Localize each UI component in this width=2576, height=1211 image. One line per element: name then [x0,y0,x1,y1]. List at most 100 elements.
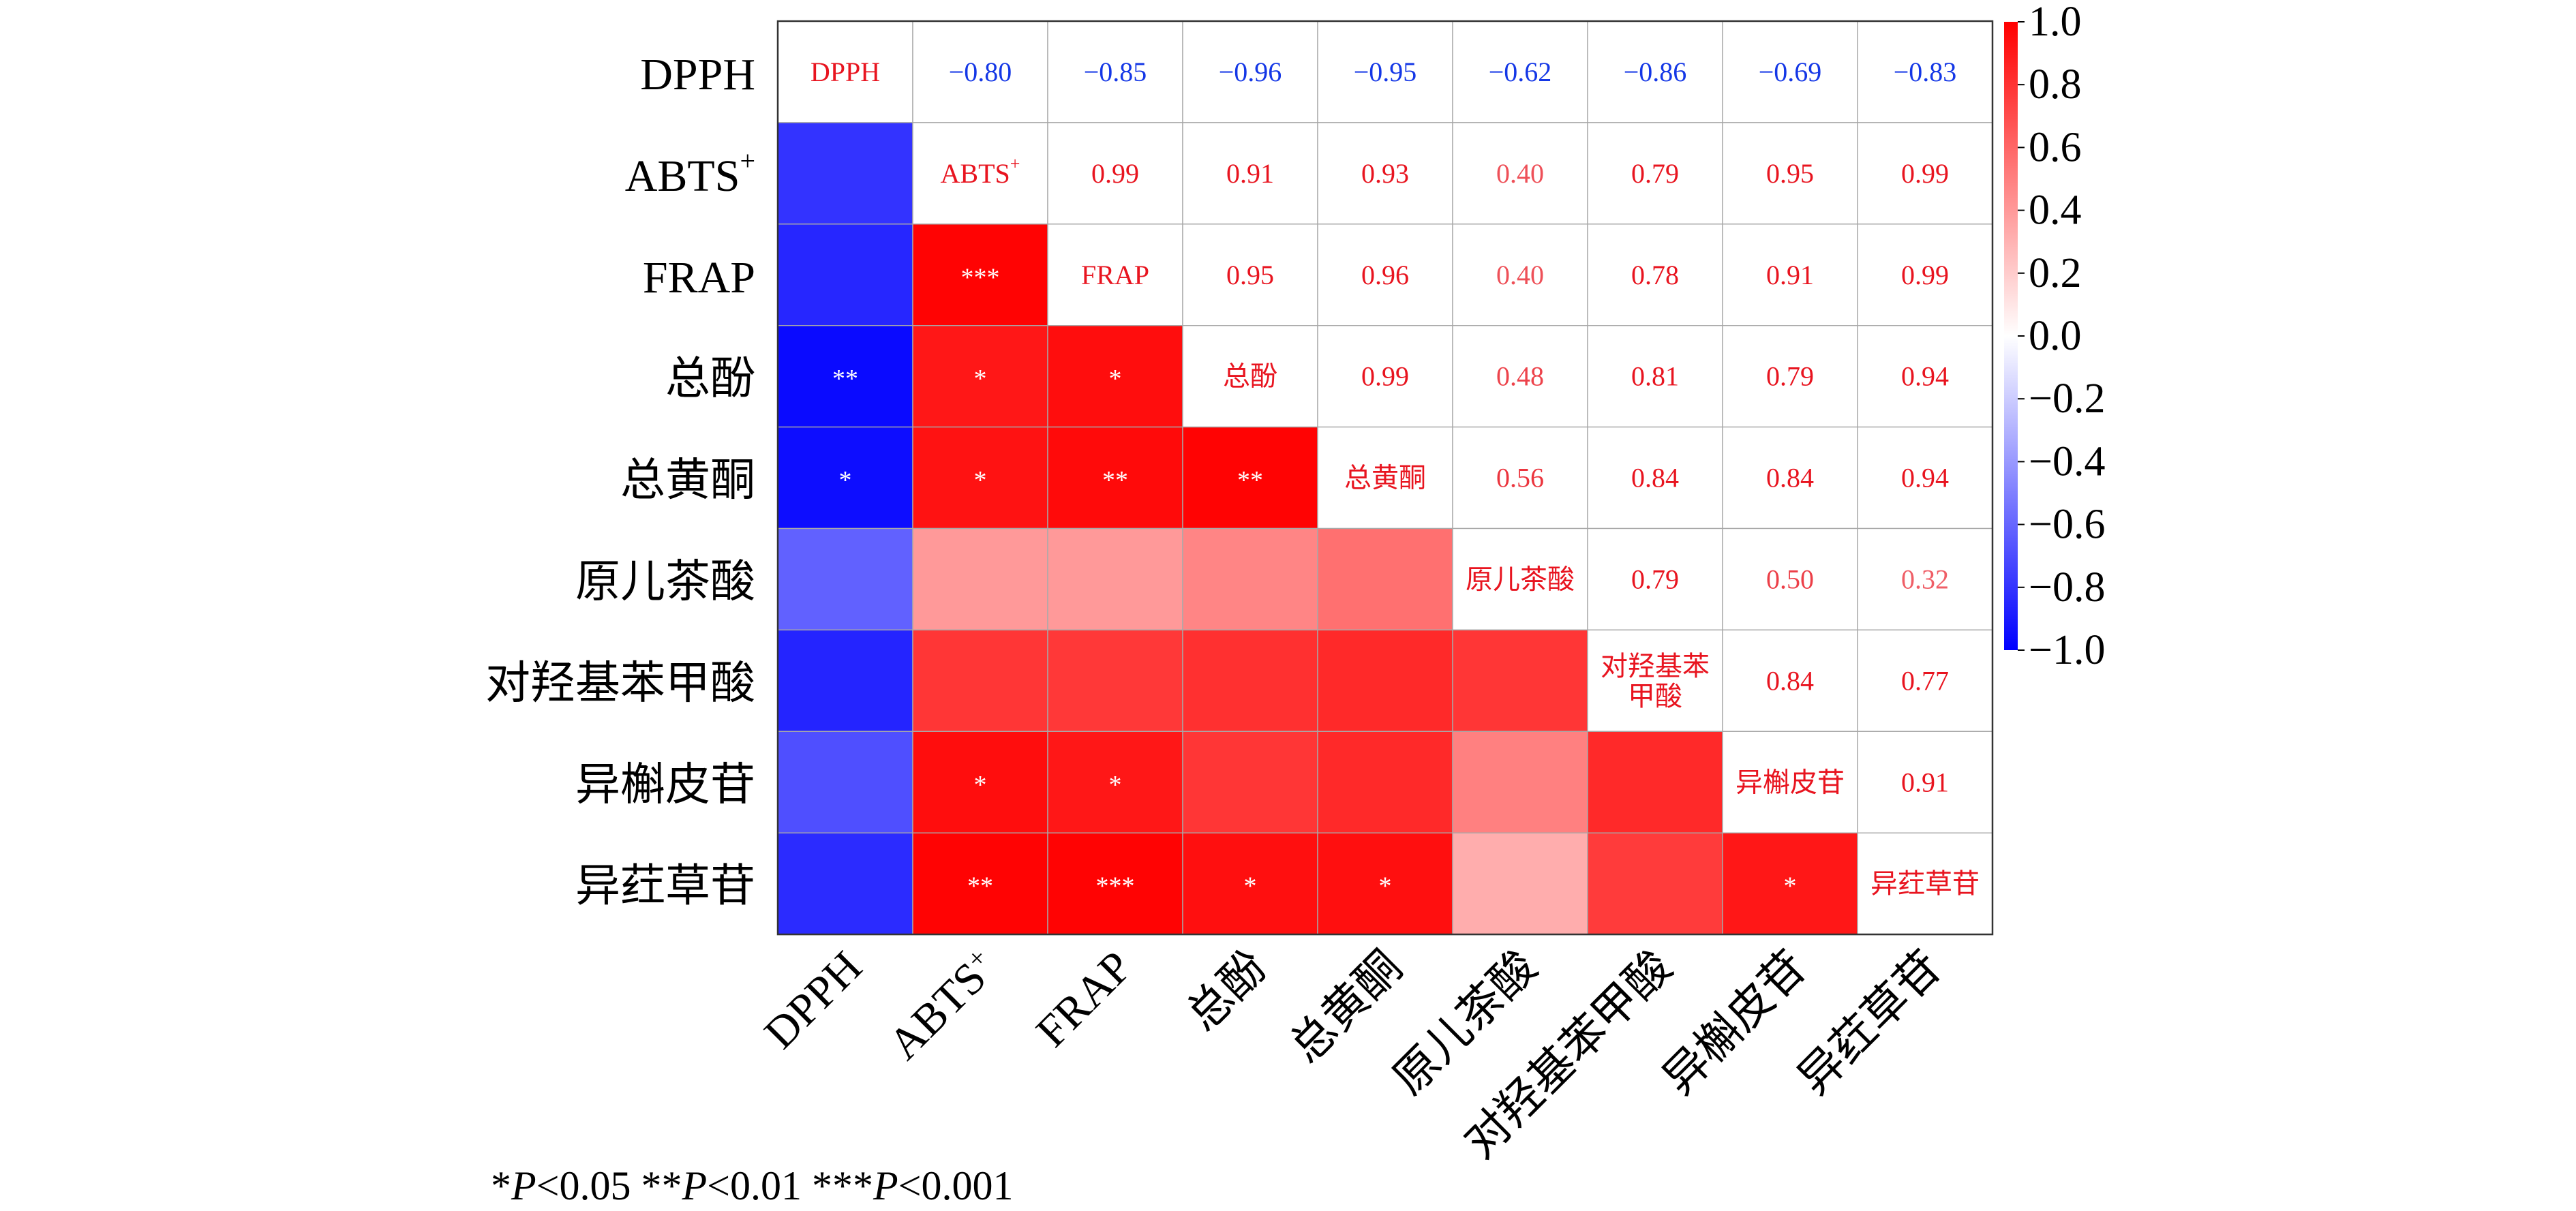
correlation-value-var3-var9: 0.99 [1901,260,1949,290]
correlation-value-var4-var9: 0.94 [1901,361,1949,392]
footnote-threshold-2: <0.01 [707,1163,802,1208]
correlation-value-var7-var9: 0.77 [1901,665,1949,696]
diagonal-label-var4: 总酚 [1223,361,1277,392]
correlation-value-var5-var7: 0.84 [1631,463,1679,493]
heatmap-cell-var6-var8 [1722,527,1858,631]
correlation-value-var6-var8: 0.50 [1766,564,1814,594]
correlation-value-var3-var8: 0.91 [1766,260,1814,290]
heatmap-cell-var1-var6 [1452,20,1588,123]
heatmap-cell-var2-var9 [1857,122,1993,225]
correlation-value-var1-var4: −0.96 [1219,57,1282,87]
diagonal-label-var6: 原儿茶酸 [1466,564,1575,594]
heatmap-cell-var6-var5 [1317,527,1453,631]
correlation-value-var1-var6: −0.62 [1489,57,1552,87]
col-label-var1: DPPH [755,942,872,1058]
correlation-value-var1-var7: −0.86 [1624,57,1687,87]
heatmap-cell-var1-var8 [1722,20,1858,123]
heatmap-cell-var2-var1 [777,122,913,225]
colorbar-tick-label: 0.8 [2029,61,2082,108]
significance-mark-var4-var1: ** [832,365,858,393]
heatmap-cell-var3-var5 [1317,224,1453,326]
correlation-value-var8-var9: 0.91 [1901,767,1949,797]
row-label-var4: 总酚 [665,354,755,404]
heatmap-cell-var9-var1 [777,832,913,935]
heatmap-cell-var8-var2 [912,731,1048,833]
correlation-value-var1-var9: −0.83 [1894,57,1957,87]
significance-mark-var4-var3: * [1109,365,1122,393]
correlation-value-var5-var9: 0.94 [1901,463,1949,493]
heatmap-cell-var6-var1 [777,527,913,631]
heatmap-cell-var6-var7 [1587,527,1723,631]
colorbar-tick-label: 0.0 [2029,313,2082,359]
heatmap-cell-var5-var1 [777,426,913,530]
correlation-value-var5-var8: 0.84 [1766,463,1814,493]
heatmap-cell-var6-var9 [1857,527,1993,631]
heatmap-cell-var7-var1 [777,629,913,733]
correlation-value-var4-var8: 0.79 [1766,361,1814,392]
significance-mark-var5-var4: ** [1237,466,1263,495]
heatmap-cell-var9-var7 [1587,832,1723,935]
heatmap-cell-var7-var7 [1587,629,1723,733]
diagonal-label-var1: DPPH [810,57,880,87]
significance-mark-var9-var2: ** [967,872,993,901]
row-label-var9: 异荭草苷 [575,861,755,911]
row-label-var2: ABTS+ [625,145,755,201]
heatmap-cell-var8-var4 [1182,731,1318,833]
correlation-value-var3-var5: 0.96 [1361,260,1409,290]
correlation-value-var2-var9: 0.99 [1901,158,1949,189]
correlation-value-var4-var6: 0.48 [1496,361,1544,392]
correlation-value-var7-var8: 0.84 [1766,665,1814,696]
correlation-value-var4-var7: 0.81 [1631,361,1679,392]
heatmap-cell-var8-var8 [1722,731,1858,833]
heatmap-cell-var8-var6 [1452,731,1588,833]
colorbar-tick-label: 0.2 [2029,250,2082,296]
heatmap-cell-var1-var2 [912,20,1048,123]
significance-mark-var5-var2: * [974,466,987,495]
footnote-star-1: * [491,1163,511,1208]
heatmap-cell-var9-var6 [1452,832,1588,935]
heatmap-cell-var7-var9 [1857,629,1993,733]
colorbar-tick-label: 0.6 [2029,124,2082,170]
heatmap-frame [776,20,1994,936]
correlation-value-var4-var5: 0.99 [1361,361,1409,392]
colorbar-tick-label: 0.4 [2029,187,2082,234]
heatmap-cell-var2-var2 [912,122,1048,225]
heatmap-cell-var2-var4 [1182,122,1318,225]
row-label-var7: 对羟基苯甲酸 [485,658,755,708]
correlation-value-var1-var8: −0.69 [1759,57,1822,87]
correlation-value-var1-var5: −0.95 [1354,57,1417,87]
heatmap-cell-var4-var4 [1182,325,1318,428]
diagonal-label-var2: ABTS+ [941,153,1020,189]
heatmap-cell-var9-var2 [912,832,1048,935]
colorbar [2004,22,2018,650]
significance-mark-var9-var5: * [1379,872,1392,901]
heatmap-cell-var6-var2 [912,527,1048,631]
heatmap-cell-var3-var1 [777,224,913,326]
heatmap-cell-var3-var4 [1182,224,1318,326]
heatmap-cell-var9-var4 [1182,832,1318,935]
heatmap-cell-var5-var2 [912,426,1048,530]
footnote-p-1: P [511,1163,536,1208]
heatmap-cell-var9-var5 [1317,832,1453,935]
correlation-value-var3-var6: 0.40 [1496,260,1544,290]
heatmap-cell-var4-var6 [1452,325,1588,428]
heatmap-cell-var2-var7 [1587,122,1723,225]
significance-mark-var9-var8: * [1784,872,1797,901]
diagonal-label-var3: FRAP [1081,260,1149,290]
heatmap-cell-var7-var6 [1452,629,1588,733]
significance-mark-var8-var2: * [974,771,987,799]
correlation-value-var3-var7: 0.78 [1631,260,1679,290]
col-label-var9: 异荭草苷 [1789,942,1951,1104]
footnote-star-3: *** [802,1163,873,1208]
col-label-var4: 总酚 [1178,942,1277,1041]
col-label-var5: 总黄酮 [1281,942,1412,1073]
heatmap-cell-var8-var5 [1317,731,1453,833]
colorbar-tick-label: −0.4 [2029,438,2105,485]
colorbar-tick-label: 1.0 [2029,0,2082,45]
correlation-value-var1-var3: −0.85 [1084,57,1147,87]
heatmap-cell-var5-var8 [1722,426,1858,530]
correlation-value-var6-var9: 0.32 [1901,564,1949,594]
correlation-value-var3-var4: 0.95 [1226,260,1274,290]
footnote-p-2: P [682,1163,708,1208]
heatmap-cell-var7-var5 [1317,629,1453,733]
